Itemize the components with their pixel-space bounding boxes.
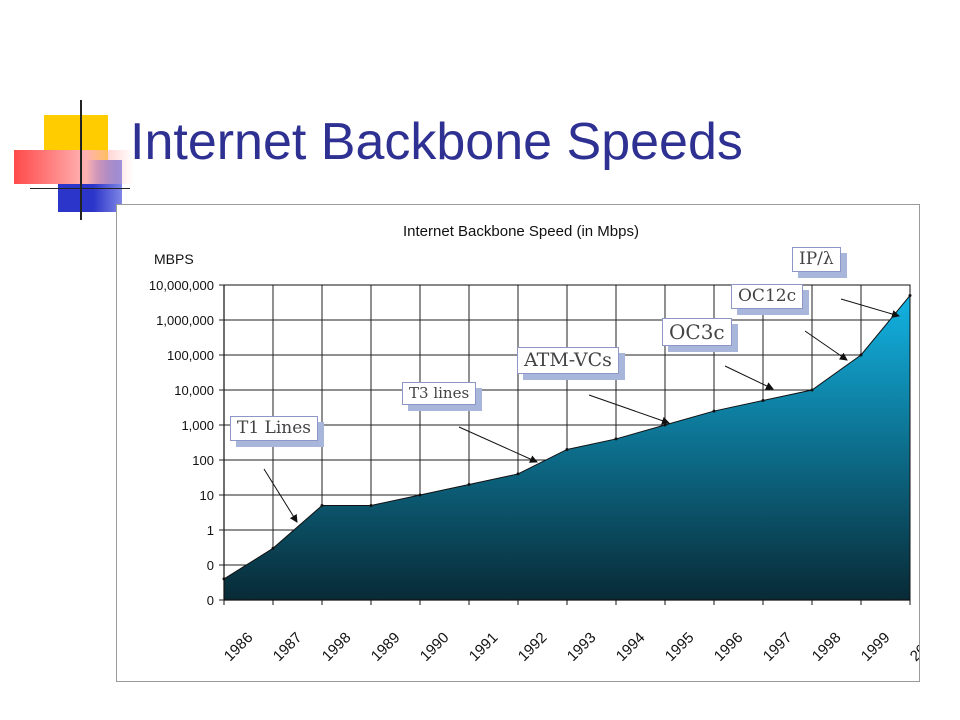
data-point bbox=[810, 388, 814, 392]
y-tick-label: 0 bbox=[207, 558, 214, 573]
x-tick-label: 1996 bbox=[711, 629, 747, 665]
x-tick-label: 1989 bbox=[368, 629, 404, 665]
y-tick-label: 1,000 bbox=[181, 418, 214, 433]
x-tick-label: 1987 bbox=[270, 629, 306, 665]
data-point bbox=[418, 493, 422, 497]
y-tick-label: 10,000 bbox=[174, 383, 214, 398]
annotation-callout: T3 lines bbox=[402, 382, 477, 405]
y-tick-label: 10,000,000 bbox=[149, 278, 214, 293]
deco-red-bar bbox=[14, 150, 134, 184]
annotation-callout: ATM-VCs bbox=[517, 347, 619, 374]
annotation-arrow bbox=[840, 298, 900, 318]
x-tick-label: 1992 bbox=[515, 629, 551, 665]
x-tick-label: 1993 bbox=[564, 629, 600, 665]
x-tick-label: 1986 bbox=[221, 629, 257, 665]
y-tick-label: 1,000,000 bbox=[156, 313, 214, 328]
x-tick-label: 1999 bbox=[858, 629, 894, 665]
chart-title: Internet Backbone Speed (in Mbps) bbox=[403, 223, 639, 240]
annotation-callout: IP/λ bbox=[792, 247, 841, 272]
annotation-arrow bbox=[263, 468, 298, 523]
x-tick-label: 1998 bbox=[319, 629, 355, 665]
x-tick-label: 1990 bbox=[417, 629, 453, 665]
data-point bbox=[761, 399, 765, 403]
y-tick-label: 1 bbox=[207, 523, 214, 538]
data-point bbox=[663, 423, 667, 427]
deco-horizontal-line bbox=[30, 188, 130, 189]
data-point bbox=[565, 447, 569, 451]
x-tick-label: 2000 bbox=[907, 629, 919, 665]
annotation-arrow bbox=[804, 330, 848, 361]
y-tick-label: 100,000 bbox=[167, 348, 214, 363]
deco-vertical-line bbox=[80, 100, 82, 220]
area-series bbox=[223, 294, 911, 601]
x-tick-label: 1995 bbox=[662, 629, 698, 665]
area-chart: Internet Backbone Speed (in Mbps) MBPS 1… bbox=[149, 223, 919, 665]
annotation-arrow bbox=[724, 365, 774, 390]
y-tick-label: 100 bbox=[192, 453, 214, 468]
annotation-callout: OC3c bbox=[662, 318, 732, 346]
data-point bbox=[467, 482, 471, 486]
annotation-callout: T1 Lines bbox=[230, 416, 319, 441]
y-axis-label: MBPS bbox=[154, 251, 194, 267]
annotation-arrow bbox=[458, 426, 538, 463]
data-point bbox=[320, 504, 324, 508]
data-point bbox=[516, 472, 520, 476]
data-point bbox=[859, 353, 863, 357]
data-point bbox=[712, 409, 716, 413]
x-tick-label: 1991 bbox=[466, 629, 502, 665]
chart-frame: Internet Backbone Speed (in Mbps) MBPS 1… bbox=[116, 204, 920, 682]
x-tick-label: 1997 bbox=[760, 629, 796, 665]
annotation-callout: OC12c bbox=[731, 284, 804, 309]
x-tick-label: 1998 bbox=[809, 629, 845, 665]
x-tick-label: 1994 bbox=[613, 629, 649, 665]
data-point bbox=[369, 504, 373, 508]
data-point bbox=[614, 437, 618, 441]
slide-title: Internet Backbone Speeds bbox=[130, 113, 743, 171]
data-point bbox=[271, 546, 275, 550]
y-tick-label: 0 bbox=[207, 593, 214, 608]
y-tick-label: 10 bbox=[200, 488, 214, 503]
annotation-arrow bbox=[588, 394, 670, 425]
